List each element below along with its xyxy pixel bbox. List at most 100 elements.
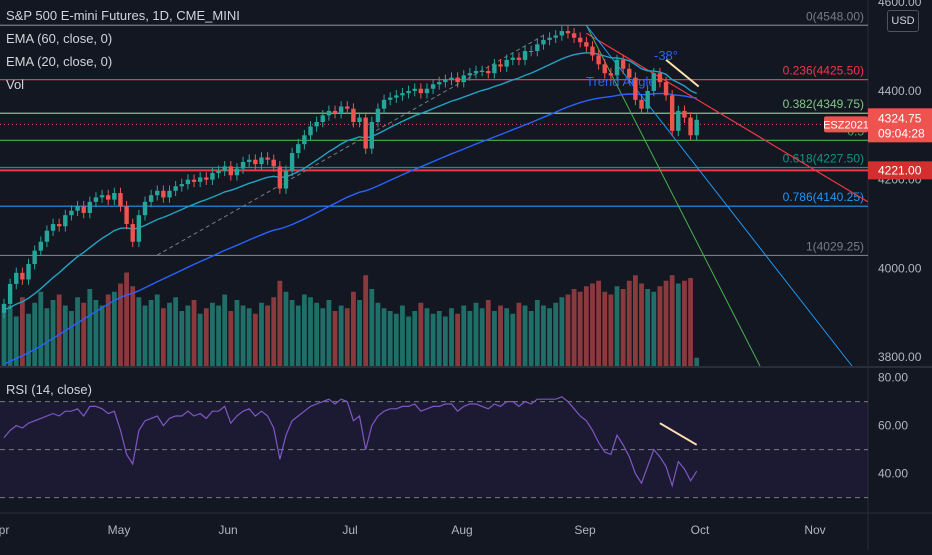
candle-body	[639, 99, 644, 109]
ema60-line	[3, 92, 697, 365]
volume-bar	[99, 305, 105, 366]
volume-bar	[295, 305, 301, 366]
candle-body	[296, 144, 301, 154]
candle-body	[106, 195, 111, 200]
fan-line-blue	[585, 24, 853, 367]
candle-body	[210, 173, 215, 180]
volume-bar	[246, 308, 252, 366]
candle-body	[118, 192, 123, 207]
candle-body	[424, 88, 430, 94]
volume-bar	[436, 311, 442, 366]
volume-bar	[479, 308, 485, 366]
volume-bar	[442, 316, 448, 366]
volume-bar	[467, 311, 473, 366]
volume-bar	[38, 291, 44, 366]
candle-body	[443, 79, 448, 83]
candle-body	[406, 90, 411, 94]
volume-bar	[222, 294, 228, 366]
candle-body	[50, 224, 56, 231]
candle-body	[240, 161, 246, 169]
volume-bar	[559, 297, 565, 366]
candle-body	[596, 55, 601, 65]
volume-bar	[528, 311, 534, 366]
volume-bar	[216, 305, 221, 366]
volume-bar	[179, 311, 185, 366]
candle-body	[179, 184, 184, 187]
rsi-tick-label: 60.00	[878, 419, 908, 433]
volume-bar	[590, 283, 595, 366]
candle-body	[418, 88, 424, 94]
candle-body	[590, 46, 595, 56]
volume-bar	[498, 305, 503, 366]
candle-body	[289, 153, 295, 171]
candle-body	[26, 263, 31, 280]
candle-body	[541, 39, 546, 45]
volume-bar	[240, 305, 246, 366]
candle-body	[565, 31, 571, 34]
candle-body	[663, 82, 669, 96]
candle-body	[669, 95, 675, 131]
candle-body	[504, 59, 509, 67]
candle-body	[167, 190, 172, 198]
volume-bar	[565, 294, 571, 366]
volume-bar	[602, 291, 608, 366]
symbol-badge	[824, 116, 868, 133]
candle-body	[7, 283, 13, 304]
candle-body	[467, 73, 473, 76]
ema60-legend[interactable]: EMA (60, close, 0)	[6, 31, 113, 46]
volume-bar	[7, 305, 13, 366]
candle-body	[357, 117, 362, 122]
symbol-title[interactable]: S&P 500 E-mini Futures, 1D, CME_MINI	[6, 8, 240, 23]
candle-body	[387, 97, 393, 100]
volume-bar	[118, 283, 123, 366]
candle-body	[332, 110, 338, 114]
volume-bar	[669, 275, 675, 366]
candle-body	[571, 33, 577, 38]
time-tick-label: Nov	[804, 523, 825, 537]
time-tick-label: Jul	[342, 523, 357, 537]
currency-tag[interactable]: USD	[887, 10, 919, 32]
volume-bar	[87, 289, 93, 366]
candle-body	[63, 215, 68, 227]
volume-bar	[314, 302, 320, 366]
candle-body	[682, 110, 687, 118]
ema20-legend[interactable]: EMA (20, close, 0)	[6, 54, 113, 69]
candle-body	[510, 57, 515, 60]
fib-level-label: 1(4029.25)	[806, 239, 864, 253]
candle-body	[136, 215, 142, 242]
volume-bar	[210, 302, 215, 366]
volume-bar	[577, 291, 583, 366]
candle-body	[473, 70, 479, 74]
candle-body	[265, 157, 270, 160]
volume-bar	[663, 280, 669, 366]
candle-body	[20, 272, 25, 280]
time-tick-label: Sep	[574, 523, 596, 537]
volume-bar	[142, 305, 148, 366]
candle-body	[1, 303, 7, 313]
volume-bar	[173, 297, 179, 366]
candle-body	[326, 110, 332, 116]
candle-body	[69, 210, 74, 216]
volume-bar	[332, 311, 338, 366]
volume-bar	[130, 286, 136, 366]
candle-body	[253, 159, 258, 165]
volume-bar	[344, 308, 350, 366]
volume-bar	[160, 308, 166, 366]
volume-bar	[541, 305, 546, 366]
candle-body	[369, 122, 374, 149]
time-tick-label: Aug	[451, 523, 472, 537]
volume-legend[interactable]: Vol	[6, 77, 25, 92]
fib-level-label: 0.618(4227.50)	[783, 151, 864, 165]
candle-body	[14, 272, 19, 284]
volume-bar	[363, 275, 369, 366]
candle-body	[437, 82, 442, 85]
volume-bar	[203, 308, 209, 366]
last-price-badge	[868, 108, 932, 143]
candle-body	[400, 93, 405, 96]
candle-body	[130, 224, 135, 242]
rsi-legend[interactable]: RSI (14, close)	[6, 382, 92, 397]
rsi-trend-line	[659, 422, 698, 446]
candle-body	[651, 73, 656, 91]
